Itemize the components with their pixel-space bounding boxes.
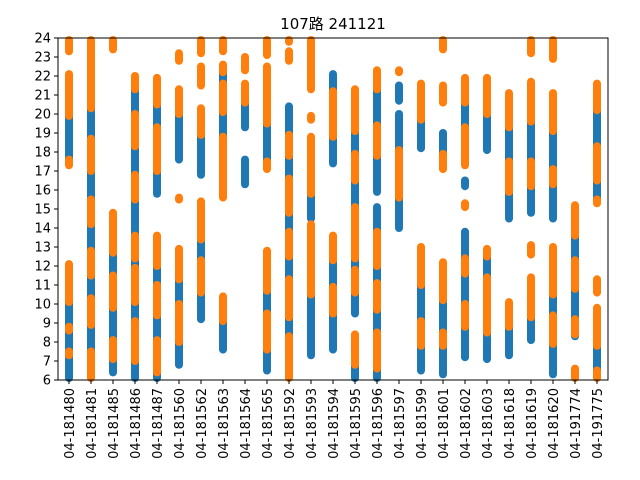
x-axis: 04-181480 04-181481 04-181485 04-181486 04-1…	[63, 380, 606, 459]
y-tick-label: 8	[43, 336, 51, 351]
data-marks	[65, 36, 601, 382]
y-tick-label: 6	[43, 374, 51, 389]
x-tick-label: 04-181620	[547, 388, 562, 459]
x-tick-label: 04-181618	[503, 388, 518, 459]
y-tick-label: 9	[43, 317, 51, 332]
y-tick-label: 10	[34, 298, 51, 313]
x-tick-label: 04-181481	[85, 388, 100, 459]
y-tick-label: 13	[34, 241, 51, 256]
y-axis: 6 7 8 9 10 11 12 13 14 15 16 17 18 19 20 21 22 23 24	[34, 32, 58, 389]
y-tick-label: 11	[34, 279, 51, 294]
x-tick-label: 04-181486	[129, 388, 144, 459]
x-tick-label: 04-181619	[525, 388, 540, 459]
x-tick-label: 04-181601	[437, 388, 452, 459]
x-tick-label: 04-181603	[481, 388, 496, 459]
y-tick-label: 17	[34, 165, 51, 180]
x-tick-label: 04-181565	[261, 388, 276, 459]
y-tick-label: 22	[34, 70, 51, 85]
y-tick-label: 19	[34, 127, 51, 142]
x-tick-label: 04-181563	[217, 388, 232, 459]
x-tick-label: 04-181599	[415, 388, 430, 459]
y-tick-label: 7	[43, 355, 51, 370]
x-tick-label: 04-191774	[569, 388, 584, 459]
x-tick-label: 04-181594	[327, 388, 342, 459]
x-tick-label: 04-181485	[107, 388, 122, 459]
y-tick-label: 14	[34, 222, 51, 237]
y-tick-label: 12	[34, 260, 51, 275]
chart-title: 107路 241121	[280, 15, 386, 33]
y-tick-label: 18	[34, 146, 51, 161]
x-tick-label: 04-181602	[459, 388, 474, 459]
x-tick-label: 04-181597	[393, 388, 408, 459]
x-tick-label: 04-181592	[283, 388, 298, 459]
x-tick-label: 04-181595	[349, 388, 364, 459]
y-tick-label: 20	[34, 108, 51, 123]
x-tick-label: 04-181487	[151, 388, 166, 459]
y-tick-label: 24	[34, 32, 51, 47]
x-tick-label: 04-181596	[371, 388, 386, 459]
x-tick-label: 04-181564	[239, 388, 254, 459]
x-tick-label: 04-181593	[305, 388, 320, 459]
x-tick-label: 04-181562	[195, 388, 210, 459]
x-tick-label: 04-181480	[63, 388, 78, 459]
y-tick-label: 23	[34, 51, 51, 66]
y-tick-label: 15	[34, 203, 51, 218]
y-tick-label: 21	[34, 89, 51, 104]
y-tick-label: 16	[34, 184, 51, 199]
x-tick-label: 04-181560	[173, 388, 188, 459]
x-tick-label: 04-191775	[591, 388, 606, 459]
